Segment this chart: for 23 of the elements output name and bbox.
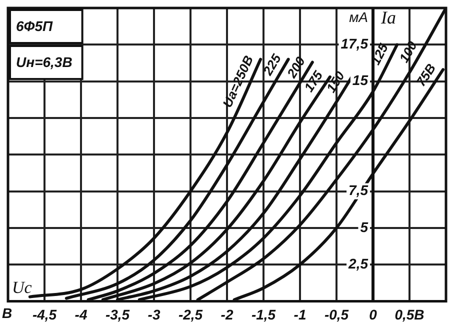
y-tick-label: 17,5: [340, 36, 368, 52]
text: 6Ф5П: [16, 18, 54, 34]
x-tick-label: -3,5: [105, 306, 130, 322]
x-axis-title: Uс: [12, 278, 32, 298]
x-tick-label: 0: [369, 306, 378, 322]
x-tick-label: 0,5В: [394, 306, 424, 322]
text: В: [2, 305, 12, 322]
x-tick-label: -2,5: [178, 306, 203, 322]
annotation: мА: [349, 8, 368, 25]
y-axis-title: Iа: [380, 8, 396, 28]
text: 100: [396, 38, 420, 65]
x-tick-label: -0,5: [324, 306, 349, 322]
x-tick-label: -3: [148, 306, 160, 322]
x-tick-label: -1,5: [251, 306, 276, 322]
y-tick-label: 7,5: [348, 182, 368, 198]
y-tick-label: 5: [360, 218, 368, 235]
y-tick-label: 2,5: [348, 255, 368, 272]
x-tick-label: -2: [220, 306, 234, 322]
x-tick-label: -4: [74, 306, 88, 322]
text: Uн=6,3В: [16, 54, 72, 70]
x-tick-label: -4,5: [32, 306, 57, 322]
x-tick-label: -1: [294, 306, 306, 322]
y-tick-label: 15: [352, 72, 368, 88]
